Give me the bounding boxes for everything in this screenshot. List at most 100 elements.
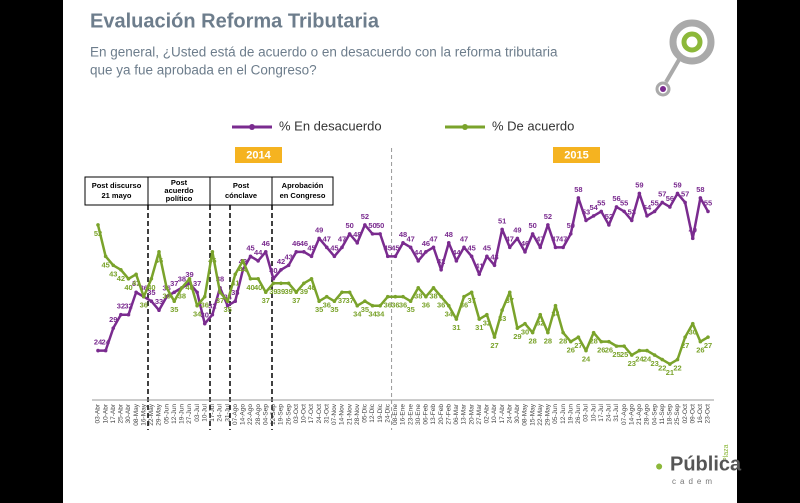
subtitle: En general, ¿Usted está de acuerdo o en … bbox=[90, 45, 558, 60]
data-point bbox=[279, 281, 283, 286]
data-point bbox=[629, 353, 634, 357]
data-label: 44 bbox=[414, 248, 423, 257]
data-point bbox=[96, 348, 100, 353]
data-label: 37 bbox=[292, 296, 300, 305]
data-point bbox=[111, 263, 116, 268]
data-label: 34 bbox=[193, 310, 202, 319]
x-tick-label: 03-Jul bbox=[583, 403, 590, 421]
event-boxes: Post discurso 21 mayo Post acuerdo polít… bbox=[84, 176, 334, 430]
x-tick-label: 10-Jul bbox=[590, 403, 597, 421]
data-label: 43 bbox=[490, 252, 498, 261]
data-point bbox=[241, 259, 245, 263]
data-label: 31 bbox=[475, 323, 483, 332]
data-label: 37 bbox=[193, 279, 201, 288]
data-point bbox=[164, 294, 169, 299]
data-label: 31 bbox=[452, 323, 460, 332]
data-label: 45 bbox=[330, 243, 338, 252]
x-tick-label: 25-Abr bbox=[118, 403, 125, 423]
data-point bbox=[637, 348, 642, 353]
x-tick-label: 26-Sep bbox=[285, 404, 292, 425]
x-tick-label: 29-May bbox=[545, 403, 552, 425]
data-label: 47 bbox=[323, 234, 331, 243]
data-label: 37 bbox=[132, 279, 140, 288]
data-label: 50 bbox=[376, 221, 384, 230]
data-point bbox=[706, 209, 710, 214]
data-point bbox=[141, 294, 146, 299]
data-label: 37 bbox=[170, 279, 178, 288]
data-point bbox=[347, 290, 352, 295]
data-point bbox=[134, 272, 138, 277]
data-label: 30 bbox=[201, 311, 209, 320]
data-point bbox=[622, 209, 626, 214]
data-label: 41 bbox=[231, 278, 239, 287]
data-label: 46 bbox=[422, 239, 430, 248]
x-tick-label: 16-Ene bbox=[400, 404, 407, 425]
data-point bbox=[263, 290, 268, 295]
x-tick-label: 24-Abr bbox=[506, 403, 513, 423]
data-point bbox=[515, 326, 520, 330]
data-label: 45 bbox=[101, 260, 109, 269]
x-tick-label: 12-Sep bbox=[270, 404, 277, 425]
data-label: 47 bbox=[506, 234, 514, 243]
x-tick-label: 03-Jul bbox=[194, 403, 201, 421]
x-tick-label: 29-May bbox=[156, 403, 163, 425]
data-point bbox=[660, 200, 665, 205]
x-tick-label: 07-Nov bbox=[331, 403, 338, 425]
data-label: 42 bbox=[437, 257, 445, 266]
data-label: 28 bbox=[559, 337, 567, 346]
data-point bbox=[241, 267, 245, 272]
data-point bbox=[546, 223, 550, 227]
data-point bbox=[477, 272, 482, 277]
data-point bbox=[119, 267, 123, 272]
data-label: 38 bbox=[414, 292, 422, 301]
data-label: 30 bbox=[521, 328, 529, 337]
x-tick-label: 16-Oct bbox=[697, 404, 704, 424]
x-tick-label: 26-Jun bbox=[575, 404, 582, 424]
data-point bbox=[202, 321, 207, 326]
data-label: 25 bbox=[620, 350, 628, 359]
data-point bbox=[332, 299, 337, 304]
data-point bbox=[401, 294, 405, 299]
x-tick-label: 19-Jun bbox=[179, 404, 186, 424]
data-label: 52 bbox=[605, 212, 613, 221]
data-point bbox=[340, 245, 344, 250]
data-label: 36 bbox=[422, 301, 430, 310]
event-box bbox=[84, 176, 149, 206]
x-tick-label: 17-Abr bbox=[499, 403, 506, 423]
data-label: 26 bbox=[605, 346, 613, 355]
data-label: 46 bbox=[300, 239, 308, 248]
data-point bbox=[591, 330, 596, 335]
data-point bbox=[599, 339, 604, 344]
data-label: 27 bbox=[490, 341, 498, 350]
x-tick-label: 19-Dic bbox=[377, 403, 384, 423]
data-label: 57 bbox=[681, 189, 689, 198]
data-label: 58 bbox=[574, 185, 582, 194]
x-tick-label: 08-Ene bbox=[392, 404, 399, 425]
data-label: 53 bbox=[582, 207, 590, 216]
data-point bbox=[271, 276, 276, 281]
x-tick-label: 14-Ago bbox=[628, 404, 635, 425]
data-point bbox=[485, 254, 489, 259]
data-label: 35 bbox=[231, 288, 239, 297]
x-tick-label: 10-Oct bbox=[301, 404, 308, 424]
data-point bbox=[271, 281, 276, 286]
data-label: 49 bbox=[689, 225, 697, 234]
data-point bbox=[416, 259, 421, 263]
data-point bbox=[614, 205, 619, 209]
data-point bbox=[149, 276, 154, 281]
logo-text: Pública bbox=[670, 453, 742, 475]
data-point bbox=[690, 236, 695, 241]
data-point bbox=[172, 299, 177, 304]
data-point bbox=[286, 281, 291, 286]
data-label: 35 bbox=[406, 305, 414, 314]
data-point bbox=[111, 326, 116, 330]
data-label: 49 bbox=[513, 225, 521, 234]
data-label: 50 bbox=[368, 221, 376, 230]
data-label: 36 bbox=[140, 301, 148, 310]
data-label: 46 bbox=[262, 239, 270, 248]
data-label: 48 bbox=[353, 230, 361, 239]
data-point bbox=[96, 223, 100, 227]
data-point bbox=[645, 348, 649, 353]
year-badge bbox=[235, 147, 282, 163]
data-point bbox=[363, 299, 367, 304]
